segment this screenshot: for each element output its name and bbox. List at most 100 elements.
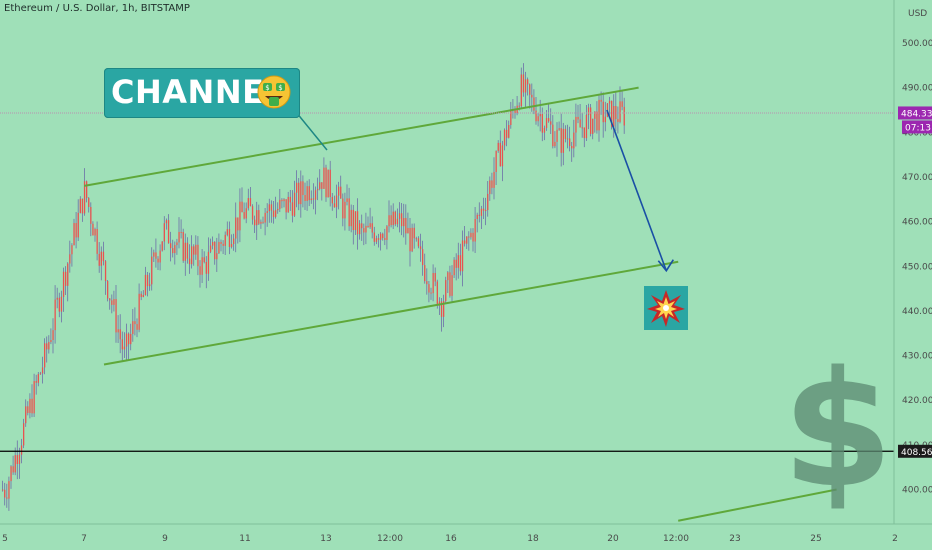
candle-body <box>529 84 531 95</box>
candle-body <box>128 333 130 345</box>
candle-body <box>323 167 325 189</box>
candle-body <box>37 374 39 383</box>
candle-body <box>340 186 342 199</box>
candle-body <box>31 398 33 414</box>
candle-body <box>415 238 417 240</box>
candle-body <box>621 101 623 107</box>
candle-body <box>65 271 67 286</box>
price-tick-label: 460.00 <box>902 218 932 228</box>
candle-body <box>579 119 581 128</box>
candle-body <box>430 292 432 294</box>
candle-body <box>426 281 428 285</box>
candle-body <box>157 258 159 263</box>
candle-body <box>501 145 504 167</box>
price-axis-background <box>894 0 932 524</box>
candle-body <box>443 301 445 317</box>
candle-body <box>493 171 495 188</box>
candle-body <box>558 128 560 130</box>
candle-body <box>499 142 501 167</box>
candle-body <box>178 231 180 243</box>
candle-body <box>390 215 392 226</box>
candle-body <box>245 208 247 219</box>
candle-body <box>432 272 434 294</box>
price-tick-label: 470.00 <box>902 173 932 183</box>
upper-channel-line[interactable] <box>84 86 639 187</box>
projection-arrow[interactable] <box>606 109 674 273</box>
candle-body <box>81 198 84 214</box>
candle-body <box>212 241 214 246</box>
candle-body <box>331 196 333 204</box>
candle-body <box>102 251 105 262</box>
current-price-value: 484.33 <box>901 109 932 119</box>
candle-body <box>594 111 596 119</box>
candle-body <box>71 245 73 255</box>
candle-body <box>314 190 317 200</box>
price-tick-label: 450.00 <box>902 262 932 272</box>
candle-body <box>510 109 512 125</box>
candle-body <box>552 124 554 147</box>
candle-body <box>474 219 476 242</box>
candle-body <box>325 167 327 198</box>
candle-body <box>186 242 189 259</box>
svg-text:$: $ <box>278 84 282 92</box>
candle-body <box>25 406 27 424</box>
candle-body <box>598 99 600 131</box>
candle-body <box>247 198 249 209</box>
lower-channel-line[interactable] <box>103 260 679 366</box>
candle-body <box>495 150 497 172</box>
candle-body <box>54 299 56 331</box>
candle-body <box>92 223 94 236</box>
candle-body <box>10 466 12 482</box>
candle-body <box>548 118 550 122</box>
rising-trend-line[interactable] <box>678 488 837 522</box>
candle-body <box>4 489 6 498</box>
candle-body <box>478 214 480 216</box>
candle-body <box>233 238 235 245</box>
candle-body <box>119 329 121 340</box>
candle-body <box>23 423 25 446</box>
candle-body <box>48 342 50 350</box>
candle-body <box>161 241 163 251</box>
candle-body <box>258 210 260 224</box>
candle-body <box>8 481 10 499</box>
candle-body <box>554 141 556 147</box>
candle-body <box>130 333 132 345</box>
candle-body <box>434 272 436 282</box>
candle-body <box>165 220 168 224</box>
candle-body <box>482 208 485 211</box>
candle-body <box>577 116 579 120</box>
price-tick-label: 440.00 <box>902 307 932 317</box>
candle-body <box>409 227 411 252</box>
candle-body <box>461 240 464 272</box>
candle-body <box>50 339 52 343</box>
candle-body <box>20 445 23 455</box>
time-tick-label: 12:00 <box>663 534 689 544</box>
candle-body <box>411 227 413 252</box>
time-tick-label: 11 <box>239 534 250 544</box>
candle-body <box>527 79 529 85</box>
candle-body <box>197 244 199 267</box>
channel-callout[interactable]: CHANNEL $ $ <box>104 68 300 118</box>
candle-body <box>560 128 562 153</box>
candle-body <box>398 213 401 219</box>
candle-body <box>317 188 319 191</box>
candle-body <box>600 99 602 102</box>
candle-body <box>575 116 577 133</box>
candle-body <box>88 198 90 207</box>
candle-body <box>562 128 564 153</box>
candle-body <box>176 242 178 246</box>
candle-body <box>533 97 535 111</box>
time-tick-label: 18 <box>527 534 539 544</box>
current-price-badge: 484.33 07:13 <box>898 106 932 134</box>
candle-body <box>592 118 594 134</box>
candle-body <box>468 236 470 238</box>
candle-body <box>587 107 590 115</box>
candle-body <box>201 257 203 275</box>
candle-body <box>472 232 474 242</box>
candle-body <box>302 181 304 196</box>
candle-body <box>566 138 569 140</box>
time-axis[interactable]: 5 7 9 11 13 12:00 16 18 20 12:00 23 25 2 <box>2 534 898 544</box>
candle-body <box>386 226 388 240</box>
candle-body <box>136 324 138 330</box>
